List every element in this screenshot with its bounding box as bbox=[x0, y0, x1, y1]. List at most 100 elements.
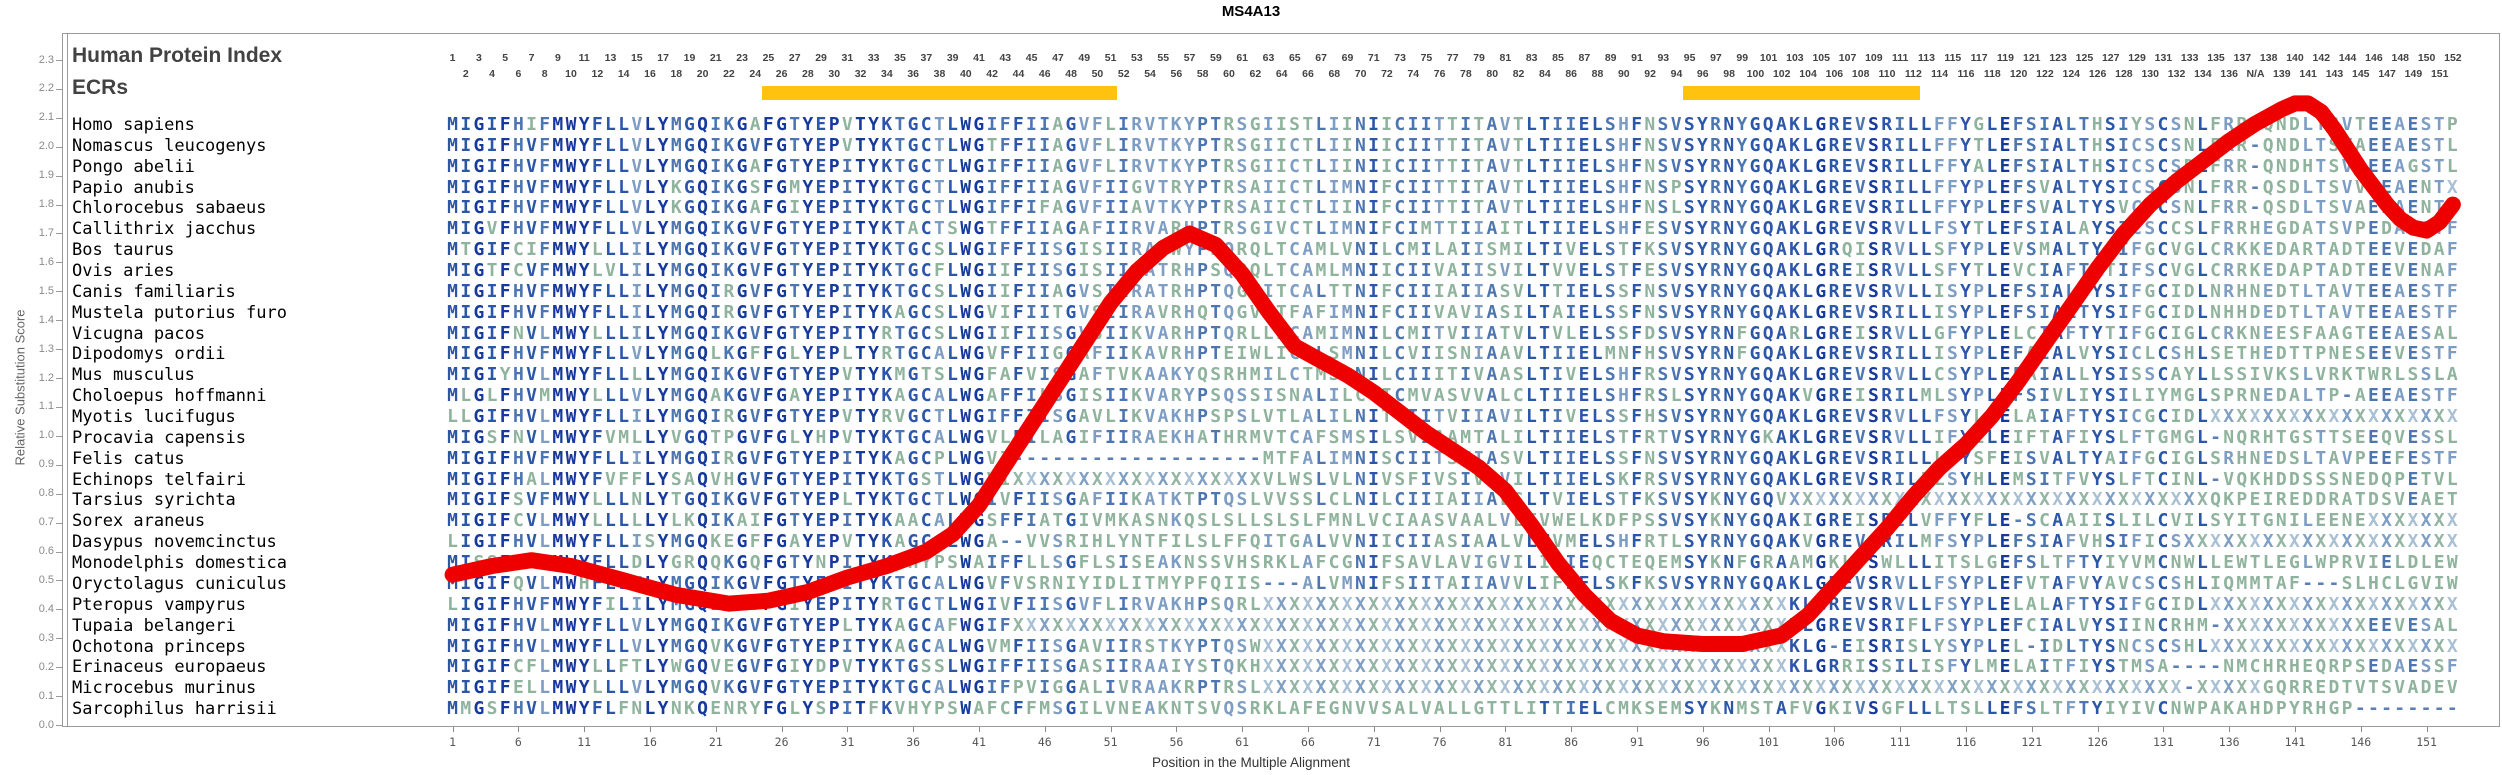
y-tick-label: 0.0 bbox=[38, 718, 54, 731]
position-label: 92 bbox=[1644, 68, 1656, 80]
y-tick-mark bbox=[56, 551, 62, 553]
position-label: 75 bbox=[1420, 52, 1433, 64]
x-tick-label: 46 bbox=[1037, 735, 1052, 749]
x-tick-mark bbox=[649, 727, 651, 732]
y-tick-mark bbox=[56, 233, 62, 235]
position-label: 117 bbox=[1970, 52, 1988, 64]
position-label: 126 bbox=[2088, 68, 2107, 80]
x-tick-label: 21 bbox=[708, 735, 723, 749]
x-tick-label: 151 bbox=[2416, 735, 2437, 749]
x-tick-label: 86 bbox=[1564, 735, 1579, 749]
position-label: 121 bbox=[2023, 52, 2041, 64]
position-label: 86 bbox=[1565, 68, 1578, 80]
species-label: Homo sapiens bbox=[72, 115, 195, 135]
position-label: 8 bbox=[541, 68, 548, 80]
x-tick-mark bbox=[2097, 727, 2099, 732]
position-label: 135 bbox=[2207, 52, 2225, 64]
position-label: 5 bbox=[502, 52, 509, 64]
position-label: 37 bbox=[920, 52, 933, 64]
ecr-highlight-bar[interactable] bbox=[761, 86, 1118, 100]
x-tick-label: 36 bbox=[906, 735, 921, 749]
species-label: Papio anubis bbox=[72, 177, 195, 198]
page-title: MS4A13 bbox=[1221, 3, 1281, 20]
position-label: 98 bbox=[1723, 68, 1735, 80]
x-tick-mark bbox=[1900, 727, 1902, 732]
species-label: Erinaceus europaeus bbox=[72, 657, 267, 678]
species-label: Procavia capensis bbox=[72, 427, 246, 448]
x-axis-title: Position in the Multiple Alignment bbox=[1151, 755, 1351, 770]
position-label: 110 bbox=[1878, 68, 1896, 80]
position-label: 152 bbox=[2444, 52, 2462, 64]
x-tick-label: 11 bbox=[577, 735, 592, 749]
x-tick-mark bbox=[1965, 727, 1967, 732]
position-label: 120 bbox=[2009, 68, 2028, 80]
species-label: Dasypus novemcinctus bbox=[72, 532, 277, 553]
y-tick-label: 2.1 bbox=[38, 111, 54, 124]
position-label: 83 bbox=[1525, 52, 1538, 64]
position-label: 39 bbox=[946, 52, 959, 64]
position-label: 94 bbox=[1670, 68, 1683, 80]
x-tick-mark bbox=[452, 727, 454, 732]
x-tick-mark bbox=[1110, 727, 1112, 732]
position-label: 72 bbox=[1381, 68, 1393, 80]
position-label: 53 bbox=[1131, 52, 1143, 64]
position-label: 142 bbox=[2312, 52, 2331, 64]
species-label: Myotis lucifugus bbox=[72, 407, 236, 428]
ecr-highlight-bar[interactable] bbox=[1683, 86, 1920, 100]
position-label: 34 bbox=[881, 68, 893, 80]
x-tick-label: 66 bbox=[1301, 735, 1315, 749]
species-label: Monodelphis domestica bbox=[72, 553, 287, 574]
position-label: 81 bbox=[1499, 52, 1512, 64]
position-label: 148 bbox=[2391, 52, 2410, 64]
x-tick-label: 76 bbox=[1432, 735, 1447, 749]
position-label: 90 bbox=[1617, 68, 1630, 80]
position-label: 74 bbox=[1407, 68, 1420, 80]
position-label: 32 bbox=[854, 68, 867, 80]
position-label: 10 bbox=[565, 68, 577, 80]
position-label: 119 bbox=[1996, 52, 2014, 64]
position-label: 46 bbox=[1038, 68, 1051, 80]
position-label: 52 bbox=[1117, 68, 1130, 80]
x-tick-label: 26 bbox=[774, 735, 789, 749]
position-label: 76 bbox=[1433, 68, 1446, 80]
x-tick-label: 146 bbox=[2350, 735, 2372, 749]
y-tick-mark bbox=[56, 175, 62, 177]
position-label: 66 bbox=[1302, 68, 1314, 80]
position-label: 129 bbox=[2128, 52, 2146, 64]
position-label: 122 bbox=[2036, 68, 2054, 80]
position-label: 139 bbox=[2273, 68, 2291, 80]
species-label: Sarcophilus harrisii bbox=[72, 699, 277, 720]
x-tick-mark bbox=[1439, 727, 1441, 732]
ecrs-label: ECRs bbox=[72, 76, 129, 99]
position-label: 91 bbox=[1631, 52, 1643, 64]
position-label: 73 bbox=[1394, 52, 1406, 64]
species-label: Nomascus leucogenys bbox=[72, 135, 267, 156]
position-label: 64 bbox=[1275, 68, 1288, 80]
x-tick-mark bbox=[2426, 727, 2428, 732]
y-tick-label: 0.9 bbox=[38, 458, 54, 471]
x-tick-mark bbox=[715, 727, 717, 732]
position-label: 7 bbox=[528, 52, 535, 64]
position-label: 58 bbox=[1196, 68, 1209, 80]
x-tick-label: 61 bbox=[1235, 735, 1250, 749]
position-label: 70 bbox=[1354, 68, 1367, 80]
x-tick-mark bbox=[1242, 727, 1244, 732]
position-label: 71 bbox=[1367, 52, 1380, 64]
position-label: 78 bbox=[1460, 68, 1472, 80]
position-label: 107 bbox=[1838, 52, 1857, 64]
y-tick-mark bbox=[56, 696, 62, 698]
y-tick-mark bbox=[56, 291, 62, 293]
position-label: 1 bbox=[449, 52, 456, 64]
x-tick-mark bbox=[781, 727, 783, 732]
